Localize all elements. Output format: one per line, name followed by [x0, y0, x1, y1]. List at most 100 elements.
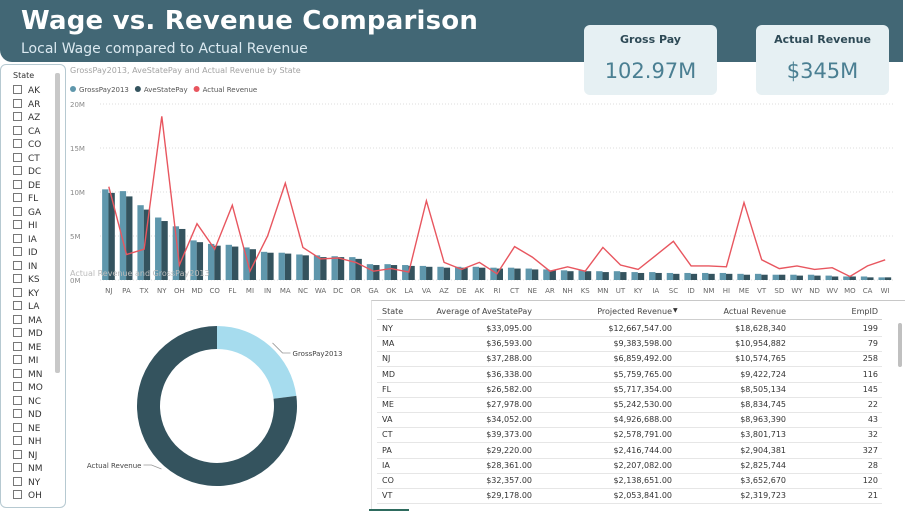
slicer-item[interactable]: DC [13, 166, 41, 178]
slicer-item[interactable]: CT [13, 152, 40, 165]
checkbox-icon[interactable] [13, 139, 22, 148]
slicer-item[interactable]: FL [13, 193, 38, 205]
slicer-item-label: KS [28, 275, 40, 285]
x-tick-label: ND [809, 287, 820, 295]
slicer-item[interactable]: IA [13, 233, 37, 246]
checkbox-icon[interactable] [13, 206, 22, 216]
slicer-item[interactable]: MI [13, 355, 38, 367]
checkbox-icon[interactable] [13, 112, 22, 121]
table-scrollbar[interactable] [898, 323, 902, 367]
checkbox-icon[interactable] [13, 328, 22, 337]
slicer-item[interactable]: KS [13, 274, 40, 286]
checkbox-icon[interactable] [13, 260, 22, 270]
table-cell: $37,288.00 [486, 354, 532, 364]
bar-avestatepay [743, 274, 751, 280]
slicer-item[interactable]: AR [13, 98, 40, 111]
checkbox-icon[interactable] [13, 287, 22, 297]
slicer-item[interactable]: ME [13, 341, 41, 354]
slicer-item[interactable]: MN [13, 368, 43, 381]
slicer-item[interactable]: NH [13, 436, 42, 448]
slicer-item[interactable]: ND [13, 409, 42, 421]
slicer-item[interactable]: AK [13, 85, 40, 97]
slicer-item[interactable]: NM [13, 463, 43, 475]
checkbox-icon[interactable] [13, 382, 22, 391]
bar-avestatepay [443, 267, 451, 280]
bar-grosspay2013 [631, 272, 638, 280]
slicer-item-label: AK [28, 86, 41, 96]
slicer-item[interactable]: CA [13, 125, 40, 138]
checkbox-icon[interactable] [13, 179, 22, 189]
checkbox-icon[interactable] [13, 220, 22, 229]
checkbox-icon[interactable] [13, 247, 22, 256]
bar-avestatepay [143, 209, 151, 280]
checkbox-icon[interactable] [13, 301, 22, 310]
table-cell: 43 [867, 415, 878, 425]
checkbox-icon[interactable] [13, 463, 22, 472]
table-cell: $3,801,713 [740, 430, 786, 440]
report-header: Wage vs. Revenue Comparison Local Wage c… [0, 0, 903, 62]
checkbox-icon[interactable] [13, 314, 22, 324]
table-column-header[interactable]: EmpID [851, 307, 878, 316]
slicer-item[interactable]: HI [13, 220, 37, 232]
checkbox-icon[interactable] [13, 490, 22, 499]
slicer-item[interactable]: LA [13, 301, 39, 313]
bar-avestatepay [496, 268, 503, 280]
bar-avestatepay [602, 272, 609, 280]
x-tick-label: NM [703, 287, 714, 295]
checkbox-icon[interactable] [13, 476, 22, 486]
slicer-item[interactable]: GA [13, 206, 41, 219]
x-tick-label: AR [545, 287, 555, 295]
slicer-item[interactable]: NJ [13, 449, 38, 462]
checkbox-icon[interactable] [13, 233, 22, 243]
table-column-header[interactable]: Actual Revenue [723, 307, 786, 316]
slicer-item-label: NJ [28, 450, 38, 461]
slicer-item[interactable]: IN [13, 260, 37, 273]
sort-desc-icon[interactable]: ▼ [673, 307, 678, 314]
slicer-item[interactable]: NE [13, 422, 40, 435]
state-slicer[interactable]: State AK AR AZ CA CO CT DC DE FL GA HI IA ID IN KS KY LA… [0, 64, 66, 508]
checkbox-icon[interactable] [13, 152, 22, 162]
table-cell: 79 [867, 339, 878, 349]
checkbox-icon[interactable] [13, 436, 22, 445]
kpi-label: Gross Pay [620, 33, 681, 46]
checkbox-icon[interactable] [13, 125, 22, 135]
checkbox-icon[interactable] [13, 422, 22, 432]
checkbox-icon[interactable] [13, 449, 22, 459]
checkbox-icon[interactable] [13, 409, 22, 418]
checkbox-icon[interactable] [13, 274, 22, 283]
table-cell: 32 [867, 430, 878, 440]
checkbox-icon[interactable] [13, 368, 22, 378]
checkbox-icon[interactable] [13, 85, 22, 94]
slicer-item[interactable]: CO [13, 139, 41, 151]
slicer-item[interactable]: KY [13, 287, 39, 300]
bar-grosspay2013 [807, 274, 815, 280]
slicer-item[interactable]: DE [13, 179, 41, 192]
table-column-header[interactable]: Average of AveStatePay [436, 307, 532, 316]
slicer-item[interactable]: NY [13, 476, 40, 489]
slicer-item[interactable]: ID [13, 247, 38, 259]
x-tick-label: MO [844, 287, 856, 295]
slicer-item[interactable]: MD [13, 328, 43, 340]
table-column-header[interactable]: Projected Revenue [597, 307, 672, 316]
donut-leader-line [143, 464, 162, 470]
slicer-item[interactable]: NC [13, 395, 41, 408]
slicer-scrollbar[interactable] [55, 73, 60, 373]
checkbox-icon[interactable] [13, 193, 22, 202]
table-column-header[interactable]: State [382, 307, 404, 316]
slicer-item[interactable]: OH [13, 490, 42, 502]
slicer-item[interactable]: MO [13, 382, 43, 394]
slicer-item[interactable]: AZ [13, 112, 40, 124]
checkbox-icon[interactable] [13, 355, 22, 364]
table-cell: $12,667,547.00 [608, 324, 672, 333]
checkbox-icon[interactable] [13, 341, 22, 351]
checkbox-icon[interactable] [13, 98, 22, 108]
table-cell: $8,963,390 [740, 415, 786, 425]
donut-label: GrossPay2013 [293, 350, 343, 358]
checkbox-icon[interactable] [13, 166, 22, 175]
checkbox-icon[interactable] [13, 395, 22, 405]
table-cell: $2,825,744 [740, 460, 786, 470]
table-cell: 116 [862, 369, 878, 379]
table-header-divider [377, 319, 882, 320]
slicer-item[interactable]: MA [13, 314, 42, 327]
table-cell: MD [382, 369, 396, 379]
